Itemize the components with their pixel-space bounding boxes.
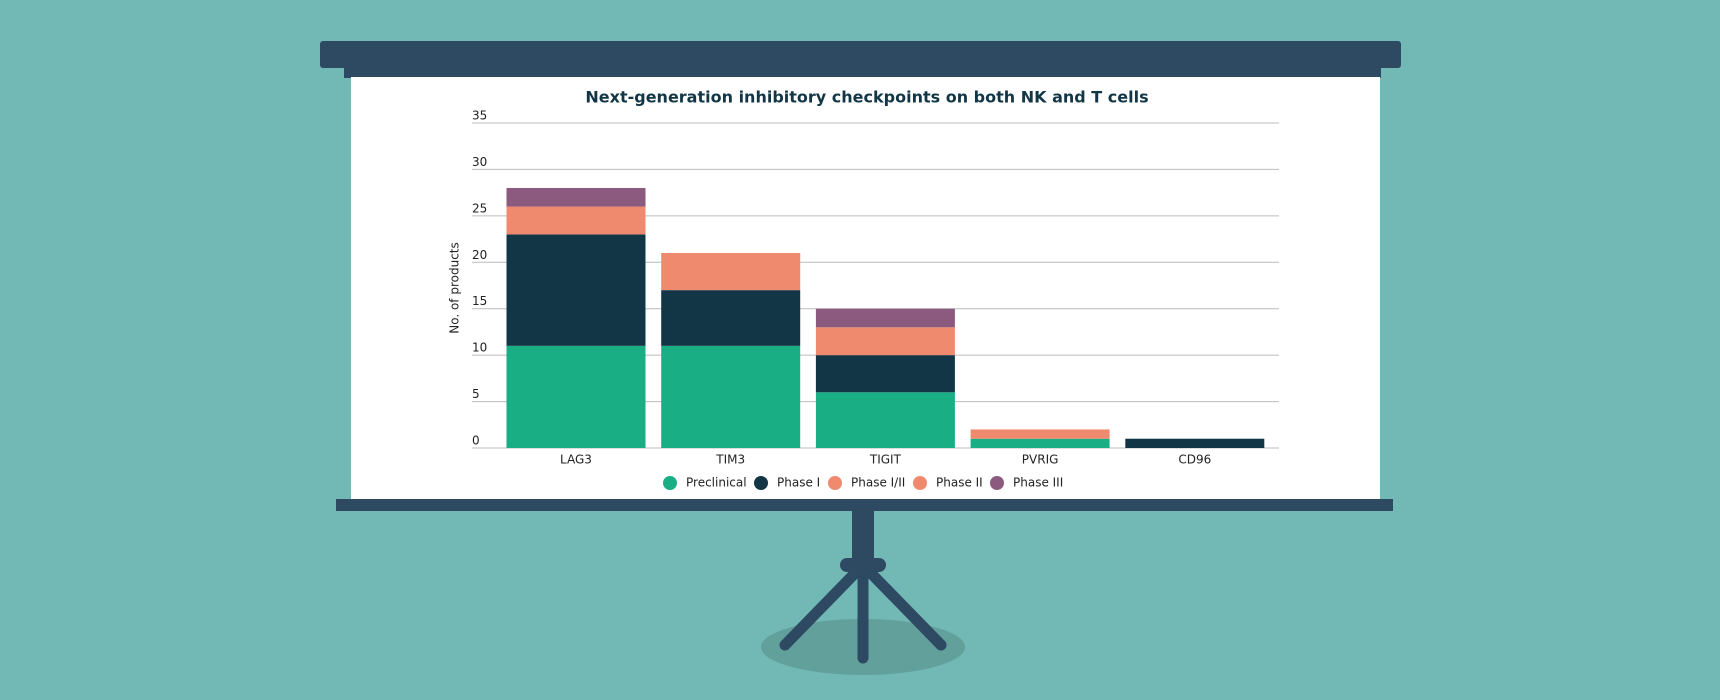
x-tick-label: PVRIG [1022,453,1059,467]
legend-marker [913,476,927,490]
bar-segment [815,355,955,393]
screen-bottom-bar [336,499,1393,511]
x-tick-label: CD96 [1178,453,1211,467]
y-tick-label: 25 [472,201,487,215]
y-tick-label: 15 [472,294,487,308]
stand-pole [852,511,874,561]
screen-top-lip [344,66,1381,78]
y-tick-label: 0 [472,434,480,448]
legend-label: Phase I/II [851,476,905,490]
legend-label: Phase I [777,476,820,490]
legend-marker [828,476,842,490]
bar-segment [815,308,955,328]
legend-label: Phase II [936,476,983,490]
bar-segment [815,327,955,356]
bar-segment [661,345,801,448]
bar-segment [1125,438,1265,448]
y-tick-label: 5 [472,387,480,401]
bar-segment [970,429,1110,439]
legend-marker [990,476,1004,490]
y-tick-label: 35 [472,109,487,123]
y-tick-label: 30 [472,155,487,169]
legend-label: Phase III [1013,476,1063,490]
screen-top-bar [320,41,1401,68]
bar-segment [506,345,646,448]
legend-label: Preclinical [686,476,747,490]
x-tick-label: LAG3 [560,453,592,467]
bar-segment [506,206,646,235]
bar-segment [970,438,1110,448]
legend-marker [754,476,768,490]
y-axis-label: No. of products [448,242,462,334]
chart-title: Next-generation inhibitory checkpoints o… [585,88,1148,107]
bar-segment [815,392,955,448]
y-tick-label: 20 [472,248,487,262]
bar-segment [661,290,801,346]
bar-segment [506,234,646,346]
x-tick-label: TIGIT [869,453,902,467]
bar-segment [506,188,646,207]
stand-joint [840,558,886,572]
x-tick-label: TIM3 [715,453,745,467]
legend-marker [663,476,677,490]
y-tick-label: 10 [472,341,487,355]
bar-segment [661,253,801,291]
